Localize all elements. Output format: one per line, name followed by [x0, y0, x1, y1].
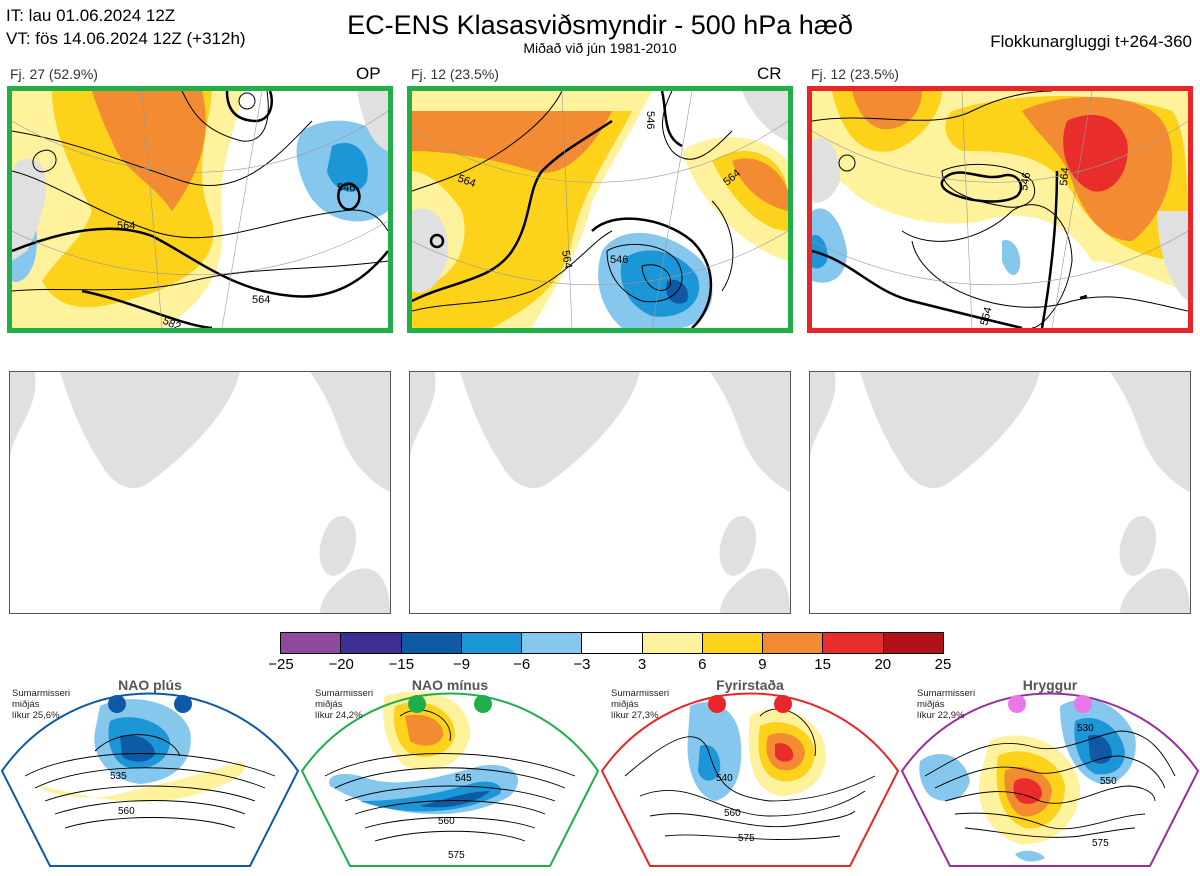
- colorbar-cell: [281, 633, 342, 653]
- meta-axis: miðjás: [315, 699, 343, 710]
- meta-probability: líkur 27,3%: [611, 710, 659, 721]
- colorbar-tick-label: 15: [814, 656, 831, 673]
- page-subtitle: Miðað við jún 1981-2010: [523, 40, 677, 56]
- land-outline-1: [10, 372, 390, 613]
- valid-time: VT: fös 14.06.2024 12Z (+312h): [6, 29, 246, 48]
- contour-label: 564: [978, 306, 994, 327]
- regime-meta-nao-plus: Sumarmisseri miðjás líkur 25,6%: [12, 688, 70, 721]
- panel-1-label: Fj. 27 (52.9%): [10, 66, 98, 82]
- page-title: EC-ENS Klasasviðsmyndir - 500 hPa hæð: [347, 10, 853, 40]
- meta-probability: líkur 24,2%: [315, 710, 363, 721]
- panel-3-label: Fj. 12 (23.5%): [811, 66, 899, 82]
- regime-meta-blocking: Sumarmisseri miðjás líkur 27,3%: [611, 688, 669, 721]
- cluster-map-2[interactable]: 564 564 546 546 564: [407, 86, 793, 333]
- colorbar-cell: [642, 633, 703, 653]
- colorbar-cell: [341, 633, 402, 653]
- regime-nao-plus[interactable]: 535 560: [0, 692, 300, 867]
- colorbar-cell: [522, 633, 583, 653]
- header-info: IT: lau 01.06.2024 12Z VT: fös 14.06.202…: [6, 4, 246, 50]
- contour-label: 560: [438, 816, 455, 827]
- contour-label: 540: [716, 773, 733, 784]
- regime-meta-nao-minus: Sumarmisseri miðjás líkur 24,2%: [315, 688, 373, 721]
- contour-label: 575: [1092, 838, 1109, 849]
- colorbar-tick-label: 6: [698, 656, 707, 673]
- contour-label: 564: [252, 294, 270, 306]
- contour-label: 564: [559, 249, 574, 269]
- colorbar-tick-label: −3: [573, 656, 591, 673]
- regime-blocking[interactable]: 540 560 575: [600, 692, 900, 867]
- meta-season: Sumarmisseri: [12, 688, 71, 699]
- contour-label: 546: [1018, 171, 1033, 191]
- contour-label: 550: [1100, 776, 1117, 787]
- cluster-map-3-field: 546 564 564: [812, 91, 1188, 328]
- empty-map-1: [9, 371, 391, 614]
- regime-ridge[interactable]: 530 550 575: [900, 692, 1200, 867]
- panel-2-label: Fj. 12 (23.5%): [411, 66, 499, 82]
- meta-season: Sumarmisseri: [917, 688, 976, 699]
- contour-label: 546: [337, 182, 355, 194]
- empty-map-2: [409, 371, 791, 614]
- colorbar-cell: [582, 633, 643, 653]
- contour-label: 575: [738, 833, 755, 844]
- contour-label: 546: [644, 111, 656, 129]
- colorbar-tick-label: −20: [328, 656, 354, 673]
- colorbar-cell: [823, 633, 884, 653]
- contour-label: 546: [610, 254, 628, 266]
- meta-season: Sumarmisseri: [315, 688, 374, 699]
- cluster-map-1[interactable]: 564 564 582 546: [7, 86, 393, 333]
- regime-title-blocking: Fyrirstaða: [716, 677, 784, 693]
- regime-meta-ridge: Sumarmisseri miðjás líkur 22,9%: [917, 688, 975, 721]
- panel-2-tag: CR: [757, 64, 782, 83]
- contour-label: 560: [724, 808, 741, 819]
- contour-label: 545: [455, 773, 472, 784]
- contour-label: 564: [1058, 167, 1072, 186]
- land-outline-2: [410, 372, 790, 613]
- regime-title-nao-plus: NAO plús: [118, 677, 182, 693]
- colorbar-tick-label: 25: [934, 656, 952, 673]
- contour-label: 535: [110, 771, 127, 782]
- meta-axis: miðjás: [917, 699, 945, 710]
- contour-label: 560: [118, 806, 135, 817]
- panel-1-tag: OP: [356, 64, 381, 83]
- contour-label: 575: [448, 850, 465, 861]
- colorbar: [280, 632, 944, 654]
- colorbar-tick-label: −25: [268, 656, 294, 673]
- colorbar-cell: [702, 633, 764, 653]
- regime-nao-minus[interactable]: 545 560 575: [300, 691, 600, 867]
- colorbar-tick-label: −15: [388, 656, 415, 673]
- colorbar-tick-label: 20: [874, 656, 892, 673]
- colorbar-cell: [461, 633, 523, 653]
- colorbar-cell: [883, 633, 943, 653]
- meta-axis: miðjás: [12, 699, 40, 710]
- contour-label: 564: [456, 173, 477, 191]
- regime-row: 535 560 545 560: [0, 676, 1200, 871]
- colorbar-cell: [401, 633, 462, 653]
- classification-window: Flokkunargluggi t+264-360: [990, 32, 1192, 51]
- meta-axis: miðjás: [611, 699, 639, 710]
- cluster-map-3[interactable]: 546 564 564: [807, 86, 1193, 333]
- cluster-map-1-field: 564 564 582 546: [12, 91, 388, 328]
- regime-title-nao-minus: NAO mínus: [411, 677, 489, 693]
- meta-probability: líkur 25,6%: [12, 710, 60, 721]
- cluster-map-2-field: 564 564 546 546 564: [412, 91, 788, 328]
- meta-season: Sumarmisseri: [611, 688, 670, 699]
- land-outline-3: [810, 372, 1190, 613]
- contour-label: 530: [1077, 723, 1094, 734]
- colorbar-tick-label: 9: [758, 656, 767, 673]
- colorbar-cell: [763, 633, 824, 653]
- contour-label: 564: [117, 220, 135, 232]
- colorbar-tick-label: −6: [513, 656, 531, 673]
- colorbar-tick-label: −9: [452, 656, 471, 673]
- empty-map-3: [809, 371, 1191, 614]
- init-time: IT: lau 01.06.2024 12Z: [6, 6, 176, 25]
- meta-probability: líkur 22,9%: [917, 710, 965, 721]
- regime-fans: 535 560 545 560: [0, 691, 1200, 867]
- colorbar-tick-label: 3: [637, 656, 647, 673]
- regime-title-ridge: Hryggur: [1022, 677, 1078, 693]
